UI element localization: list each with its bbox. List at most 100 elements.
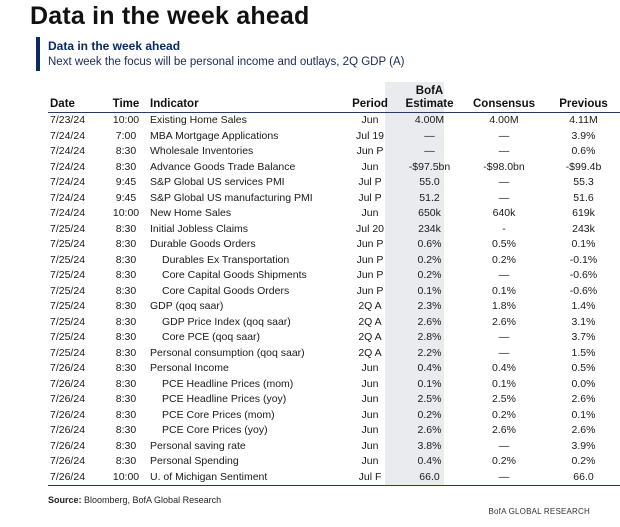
cell-consensus: 0.4% xyxy=(492,362,516,374)
cell-estimate: 650k xyxy=(418,207,441,219)
table-row: 7/25/24 8:30 Core Capital Goods Orders Jun … xyxy=(48,284,620,300)
cell-period: Jun xyxy=(361,439,379,452)
cell-period: Jun xyxy=(361,377,379,390)
panel-title: Data in the week ahead xyxy=(48,39,181,53)
cell-indicator: Core PCE (qoq saar) xyxy=(162,331,261,343)
table-row: 7/26/24 8:30 PCE Headline Prices (yoy) Jun 2… xyxy=(48,392,620,408)
cell-consensus: 0.2% xyxy=(492,408,516,421)
cell-previous: -$99.4b xyxy=(565,160,602,173)
cell-period: Jun P xyxy=(356,284,384,297)
cell-indicator: Durable Goods Orders xyxy=(150,238,256,250)
estimate-column-shade xyxy=(385,82,444,486)
source-text: Bloomberg, BofA Global Research xyxy=(81,495,222,505)
cell-period: Jul 20 xyxy=(355,222,385,235)
cell-estimate: 0.1% xyxy=(417,377,442,390)
cell-estimate: 0.4% xyxy=(417,455,442,467)
cell-previous: 66.0 xyxy=(545,469,620,486)
cell-date: 7/25/24 xyxy=(50,346,86,359)
header-time: Time xyxy=(104,83,148,113)
cell-indicator: MBA Mortgage Applications xyxy=(150,129,279,142)
cell-time: 8:30 xyxy=(115,362,137,374)
cell-estimate: — xyxy=(424,129,435,142)
panel-subtitle: Next week the focus will be personal inc… xyxy=(48,56,405,68)
cell-indicator: Durables Ex Transportation xyxy=(162,253,290,266)
table-row: 7/24/24 9:45 S&P Global US services PMI Jul… xyxy=(48,175,620,191)
cell-date: 7/24/24 xyxy=(50,191,86,204)
cell-previous: 3.1% xyxy=(571,315,596,328)
cell-consensus: 2.6% xyxy=(492,315,516,328)
table-row: 7/26/24 8:30 PCE Core Prices (mom) Jun 0.2% 0… xyxy=(48,408,620,424)
header-consensus: Consensus xyxy=(463,83,545,113)
header-estimate: BofA Estimate xyxy=(396,83,463,113)
cell-consensus: — xyxy=(498,176,510,188)
brand-label: BofA GLOBAL RESEARCH xyxy=(488,507,590,516)
cell-estimate: 234k xyxy=(418,222,441,235)
cell-time: 8:30 xyxy=(115,253,137,266)
cell-consensus: 2.5% xyxy=(492,393,516,405)
cell-indicator: Core Capital Goods Shipments xyxy=(162,269,307,281)
cell-consensus: 640k xyxy=(492,207,516,219)
cell-estimate: 2.8% xyxy=(417,331,442,343)
cell-date: 7/25/24 xyxy=(50,253,86,266)
cell-period: Jul F xyxy=(344,469,396,486)
cell-indicator: Wholesale Inventories xyxy=(150,145,254,157)
cell-consensus: 0.1% xyxy=(492,377,516,390)
cell-indicator: S&P Global US manufacturing PMI xyxy=(150,191,313,204)
cell-time: 9:45 xyxy=(115,191,137,204)
cell-indicator: Personal consumption (qoq saar) xyxy=(150,346,305,359)
cell-indicator: PCE Headline Prices (mom) xyxy=(162,377,294,390)
data-panel: Data in the week ahead Next week the foc… xyxy=(36,37,620,519)
cell-period: Jun xyxy=(361,455,379,467)
cell-date: 7/26/24 xyxy=(50,439,86,452)
cell-date: 7/25/24 xyxy=(50,222,86,235)
cell-previous: 0.1% xyxy=(571,238,596,250)
cell-date: 7/26/24 xyxy=(50,455,86,467)
table-row: 7/26/24 8:30 PCE Headline Prices (mom) Jun 0… xyxy=(48,377,620,393)
cell-indicator: Advance Goods Trade Balance xyxy=(150,160,296,173)
cell-date: 7/24/24 xyxy=(50,129,86,142)
cell-estimate: 2.2% xyxy=(417,346,442,359)
cell-previous: 0.1% xyxy=(571,408,596,421)
cell-period: Jun P xyxy=(356,145,384,157)
headline: Data in the week ahead xyxy=(30,2,310,30)
cell-date: 7/24/24 xyxy=(50,207,86,219)
cell-period: Jul P xyxy=(358,191,382,204)
cell-date: 7/24/24 xyxy=(50,176,86,188)
cell-previous: 0.0% xyxy=(571,377,596,390)
cell-period: Jun xyxy=(361,114,379,126)
cell-date: 7/26/24 xyxy=(48,469,104,486)
cell-consensus: - xyxy=(502,222,506,235)
table-row: 7/25/24 8:30 Initial Jobless Claims Jul 20 2… xyxy=(48,222,620,238)
cell-indicator: U. of Michigan Sentiment xyxy=(148,469,344,486)
cell-previous: 0.6% xyxy=(571,145,596,157)
table-row: 7/26/24 8:30 PCE Core Prices (yoy) Jun 2.6% 2… xyxy=(48,423,620,439)
cell-estimate: 0.6% xyxy=(417,238,442,250)
cell-consensus: 2.6% xyxy=(492,424,516,436)
source-label: Source: xyxy=(48,495,82,505)
cell-previous: -0.6% xyxy=(569,284,598,297)
header-period: Period xyxy=(344,83,396,113)
table-row: 7/24/24 9:45 S&P Global US manufacturing P… xyxy=(48,191,620,207)
cell-date: 7/24/24 xyxy=(50,160,86,173)
table-row: 7/26/24 8:30 Personal Spending Jun 0.4% 0.2% 0… xyxy=(48,454,620,470)
cell-previous: 0.5% xyxy=(571,362,596,374)
table-row: 7/25/24 8:30 Core Capital Goods Shipments J… xyxy=(48,268,620,284)
cell-indicator: Initial Jobless Claims xyxy=(150,222,249,235)
cell-estimate: -$97.5bn xyxy=(408,160,451,173)
header-previous: Previous xyxy=(545,83,620,113)
cell-date: 7/26/24 xyxy=(50,424,86,436)
cell-previous: 51.6 xyxy=(573,191,594,204)
cell-time: 8:30 xyxy=(115,238,137,250)
cell-consensus: 0.2% xyxy=(492,455,516,467)
cell-period: 2Q A xyxy=(358,331,382,343)
cell-date: 7/23/24 xyxy=(50,114,86,126)
table-row: 7/26/24 8:30 Personal saving rate Jun 3.8% — 3… xyxy=(48,439,620,455)
table-body: 7/23/24 10:00 Existing Home Sales Jun 4.00M 4… xyxy=(48,113,620,486)
cell-period: 2Q A xyxy=(358,346,382,359)
cell-period: Jul P xyxy=(358,176,382,188)
cell-consensus: — xyxy=(498,346,510,359)
cell-previous: 2.6% xyxy=(571,393,596,405)
table-row: 7/25/24 8:30 Core PCE (qoq saar) 2Q A 2.8% — 3… xyxy=(48,330,620,346)
table-row: 7/24/24 10:00 New Home Sales Jun 650k 640k 619… xyxy=(48,206,620,222)
cell-previous: 55.3 xyxy=(573,176,594,188)
